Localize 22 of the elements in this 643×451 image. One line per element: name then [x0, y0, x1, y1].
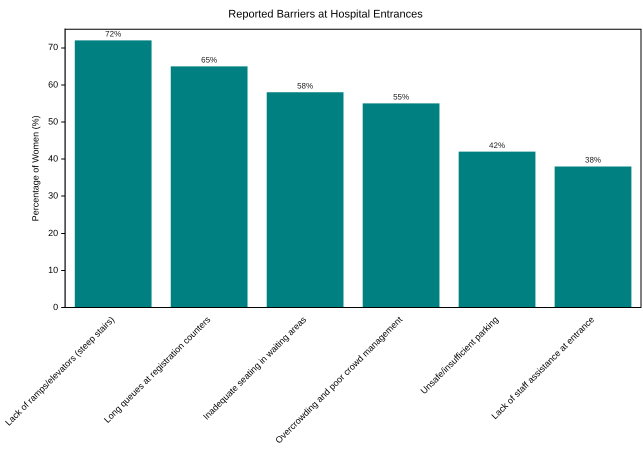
data-label: 65% — [201, 56, 218, 65]
data-label: 42% — [489, 140, 506, 150]
y-tick-label: 40 — [48, 154, 58, 164]
y-tick-label: 0 — [53, 302, 58, 312]
bar — [266, 92, 344, 308]
data-label: 55% — [393, 92, 410, 102]
data-label: 38% — [585, 156, 602, 165]
bar — [74, 40, 152, 308]
y-tick-label: 50 — [48, 116, 58, 126]
y-tick-label: 60 — [48, 79, 58, 90]
bar — [362, 103, 440, 308]
bar — [554, 166, 632, 308]
y-tick-label: 30 — [48, 190, 58, 201]
y-axis-title: Percentage of Women (%) — [30, 115, 40, 222]
y-tick-label: 10 — [48, 264, 58, 275]
data-label: 72% — [105, 30, 122, 39]
y-tick-label: 70 — [48, 42, 58, 52]
data-label: 58% — [297, 81, 314, 90]
chart-title: Reported Barriers at Hospital Entrances — [228, 8, 424, 21]
bar — [458, 152, 536, 308]
y-tick-label: 20 — [48, 228, 58, 238]
bar — [170, 66, 248, 308]
